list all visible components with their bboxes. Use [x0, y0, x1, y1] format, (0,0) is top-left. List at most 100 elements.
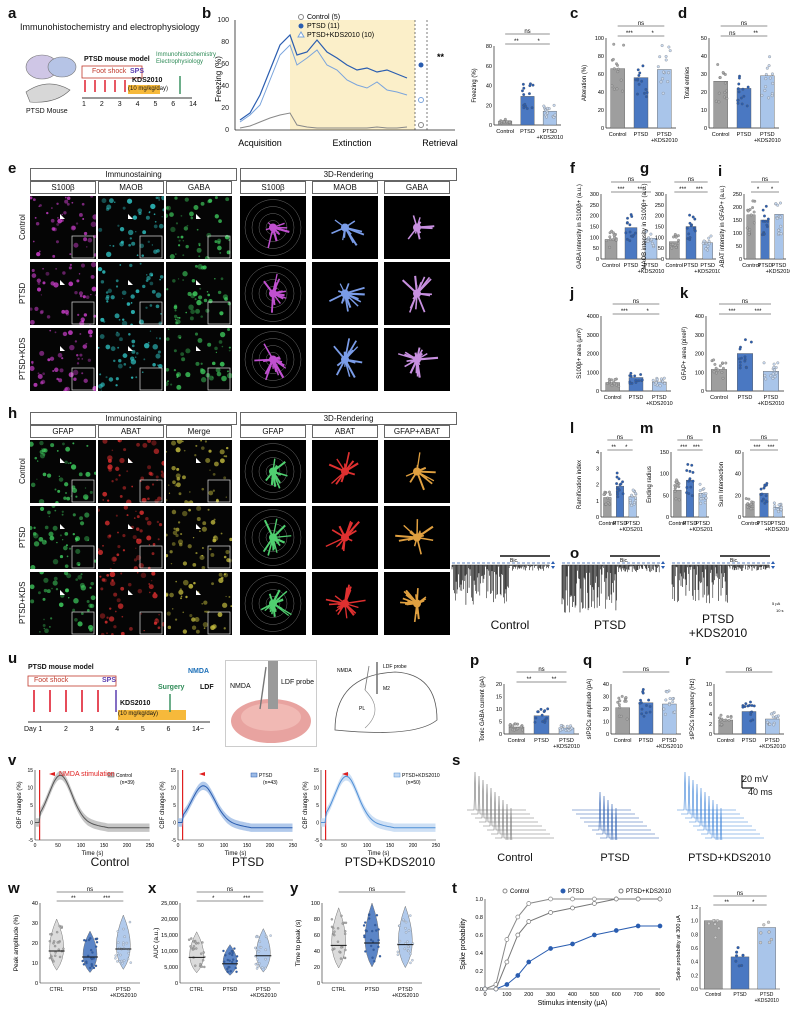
data-dot — [772, 723, 776, 727]
tick-label: 1.2 — [691, 905, 698, 911]
cell-signal — [64, 572, 69, 576]
panel-m-bar-chart: 050100150ControlPTSDPTSD+KDS2010******ns… — [647, 435, 713, 533]
cell-signal — [205, 457, 211, 464]
arrowhead-marker — [128, 280, 133, 285]
data-dot — [533, 720, 537, 724]
data-dot — [89, 966, 92, 970]
sig-label: * — [752, 900, 755, 906]
tick-label: 100 — [220, 843, 229, 849]
svg-text:40: 40 — [221, 83, 229, 90]
micrograph-tile — [240, 328, 306, 391]
series-point — [657, 923, 663, 929]
data-dot — [673, 490, 677, 493]
tick-label: 200 — [524, 992, 533, 998]
data-dot — [259, 946, 263, 949]
tick-label: 5 — [173, 803, 176, 809]
group-label: PTSD — [657, 132, 672, 138]
cell-signal — [36, 478, 38, 480]
cell-signal — [200, 440, 202, 442]
cell-signal — [156, 520, 160, 524]
cell-signal — [187, 544, 192, 549]
cell-signal — [186, 224, 189, 227]
spike-trace — [471, 775, 530, 815]
cell-signal — [130, 309, 135, 315]
cell-signal — [115, 332, 120, 337]
data-dot — [223, 960, 226, 963]
tick-label: 20 — [32, 941, 38, 947]
cell-signal — [67, 462, 70, 465]
cell-signal — [172, 480, 176, 485]
cell-signal — [81, 372, 84, 375]
tick-label: 150 — [590, 225, 599, 231]
sem-band — [35, 771, 150, 832]
cell-signal — [182, 561, 188, 566]
data-dot — [634, 381, 638, 384]
data-dot — [624, 699, 628, 703]
cell-signal — [166, 206, 169, 210]
data-dot — [744, 497, 748, 500]
cell-signal — [87, 329, 93, 335]
data-dot — [530, 106, 534, 110]
data-dot — [654, 381, 658, 385]
data-dot — [336, 940, 340, 943]
spike-trace — [685, 779, 744, 819]
data-dot — [522, 93, 526, 97]
soma — [413, 223, 421, 232]
cell-signal — [212, 536, 216, 539]
data-dot — [523, 102, 527, 106]
cell-signal — [59, 534, 62, 537]
tick-label: 200 — [266, 843, 275, 849]
data-dot — [764, 85, 767, 89]
data-dot — [717, 100, 721, 104]
sholl-ring — [244, 331, 302, 388]
cell-signal — [106, 204, 112, 210]
arrowhead-marker — [60, 280, 65, 285]
micrograph-tile — [98, 572, 164, 635]
cell-signal — [195, 361, 200, 366]
data-dot — [742, 94, 746, 98]
series-point — [613, 896, 619, 902]
series-point — [657, 896, 663, 902]
data-dot — [49, 933, 52, 936]
tick-label: 20 — [486, 103, 492, 109]
cell-signal — [78, 291, 84, 296]
arrowhead-marker — [60, 524, 65, 529]
data-dot — [54, 951, 57, 954]
panel-u-footshock: Foot shock — [34, 677, 69, 684]
inset-box — [71, 479, 95, 503]
cell-signal — [129, 627, 133, 631]
data-dot — [766, 219, 770, 223]
cell-signal — [150, 203, 156, 210]
cell-signal — [84, 512, 90, 518]
cell-signal — [195, 552, 198, 555]
cell-signal — [182, 279, 185, 281]
spike-trace — [483, 787, 542, 827]
cell-signal — [170, 562, 173, 565]
cell-signal — [153, 448, 160, 455]
group-label: +KDS2010 — [536, 135, 563, 141]
tick-label: 4 — [709, 712, 712, 718]
group-label: +KDS2010 — [689, 527, 713, 533]
o-label-ptsd: PTSD — [593, 618, 626, 632]
panel-l-bar-chart: 01234ControlPTSDPTSD+KDS2010***nsRamific… — [577, 435, 643, 533]
tick-label: 80 — [598, 54, 604, 60]
tick-label: 10 — [496, 707, 502, 713]
cell-signal — [158, 363, 163, 369]
data-dot — [693, 217, 697, 221]
cell-signal — [223, 572, 229, 578]
tick-label: 1 — [596, 499, 599, 505]
cell-signal — [90, 595, 96, 601]
s-label-kds: PTSD+KDS2010 — [688, 852, 771, 864]
column-header: GABA — [166, 181, 232, 194]
y-axis-label: GFAP+ area (pixel²) — [682, 327, 688, 380]
svg-text:60: 60 — [221, 61, 229, 68]
cell-signal — [152, 542, 156, 546]
data-dot — [625, 221, 629, 225]
data-dot — [610, 229, 614, 233]
cell-signal — [223, 476, 227, 480]
cell-signal — [142, 284, 146, 289]
cell-signal — [121, 615, 124, 618]
data-dot — [607, 377, 611, 381]
cell-signal — [198, 295, 203, 300]
